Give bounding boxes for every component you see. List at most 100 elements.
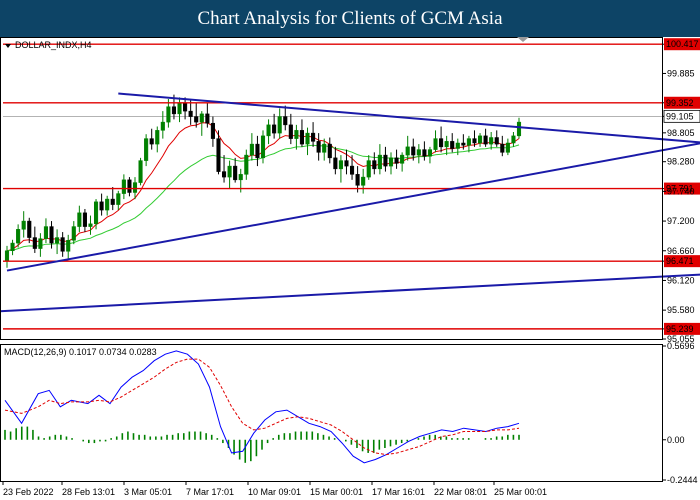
trendline [0,273,700,313]
macd-line [4,350,520,464]
candle-body [244,154,249,175]
candle-body [388,157,394,167]
candle-body [183,102,188,112]
candle-body [450,141,455,149]
level-price-tag [664,322,700,335]
price-tick-label: 96.660 [667,246,695,256]
candle-body [105,198,110,211]
candle-body [439,138,444,148]
signal-line [4,358,520,456]
candle-body [277,116,282,134]
candle-body [77,212,82,227]
candle-body [49,226,54,244]
candle-body [194,116,199,123]
candle-body [461,142,466,146]
price-axis: 100.417 99.885 99.352 99.105 98.805 98.280 97.… [662,38,700,344]
candle-body [444,141,449,148]
candle-body [355,174,360,186]
candle-body [171,106,177,115]
candle-body [71,226,76,241]
chart-area[interactable]: 100.417 99.885 99.352 99.105 98.805 98.280 97.… [0,37,700,500]
price-tick-label: 97.740 [667,186,695,196]
candle-body [516,121,522,137]
macd-tick-label: 0.5696 [667,341,695,351]
chart-background [0,37,700,500]
price-tick-label: 95.055 [667,334,695,344]
candle-body [400,154,405,164]
candle-body [221,171,227,178]
price-tick-label: 97.200 [667,216,695,226]
chart-shift-marker-icon[interactable] [517,37,529,42]
candle-body [4,250,10,261]
candle-body [177,102,182,115]
price-tick-label: 96.120 [667,275,695,285]
candle-body [272,124,277,134]
macd-panel: 0.5696 0.00 -0.2444 [4,341,698,485]
time-tick-label: 28 Feb 13:01 [62,487,115,497]
level-price-tag [664,182,700,195]
price-tick-label: 97.791 [666,184,694,194]
candle-body [127,179,132,193]
candle-body [333,157,338,170]
candle-body [10,242,15,252]
candle-body [149,138,154,145]
macd-tick-label: 0.00 [667,435,685,445]
candle-body [338,160,343,170]
time-tick-label: 17 Mar 16:01 [372,487,425,497]
price-tick-label: 99.885 [667,68,695,78]
candle-body [121,179,126,194]
candle-body [344,160,349,167]
page-title: Chart Analysis for Clients of GCM Asia [197,8,503,29]
time-tick-label: 22 Mar 08:01 [434,487,487,497]
candle-body [411,146,416,156]
trendline [118,92,700,144]
symbol-label: DOLLAR_INDX,H4 [15,40,92,50]
candle-body [38,238,43,249]
candle-body [82,212,87,227]
candle-body [32,237,37,249]
candle-body [93,201,99,225]
candle-body [199,113,204,123]
time-tick-label: 25 Mar 00:01 [494,487,547,497]
candle-body [489,137,494,145]
candle-body [472,138,477,144]
candle-body [299,130,305,145]
candle-body [283,116,288,126]
candle-body [166,106,171,123]
macd-panel-frame [0,344,663,482]
candle-body [372,160,377,170]
candle-body [316,141,321,153]
price-tick-label: 99.352 [666,98,694,108]
price-tick-label: 99.105 [666,111,694,121]
candle-body [327,143,332,159]
candle-body [88,223,93,227]
candle-body [238,174,243,181]
candle-body [422,149,427,157]
time-tick-label: 3 Mar 05:01 [124,487,172,497]
candle-body [255,143,260,159]
candle-body [66,240,71,252]
candle-body [311,132,316,142]
candle-body [16,229,21,244]
candle-body [266,124,271,137]
time-tick-label: 7 Mar 17:01 [186,487,234,497]
candle-body [144,138,149,161]
candle-body [511,135,516,144]
level-price-tag [664,38,700,51]
candle-body [483,135,488,145]
candle-body [55,237,60,244]
candle-body [138,160,143,183]
candle-body [500,143,505,153]
time-tick-label: 10 Mar 09:01 [248,487,301,497]
candle-body [427,149,433,157]
macd-label: MACD(12,26,9) 0.1017 0.0734 0.0283 [4,347,157,357]
collapse-arrow-icon[interactable] [5,44,11,48]
candle-body [132,182,138,193]
trendline [6,142,700,272]
candle-body [227,165,232,178]
candle-body [205,113,210,124]
time-axis: 23 Feb 2022 28 Feb 13:01 3 Mar 05:01 7 Mar … [2,481,547,497]
price-tick-label: 98.280 [667,157,695,167]
candle-body [366,160,371,178]
candle-body [494,137,499,145]
